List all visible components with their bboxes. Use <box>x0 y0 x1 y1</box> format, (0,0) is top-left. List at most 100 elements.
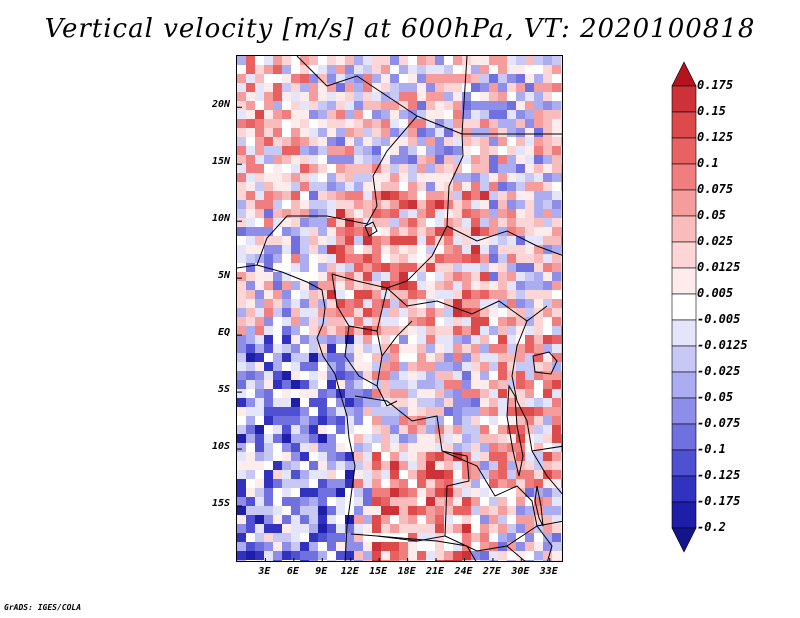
colorbar-cell <box>671 527 697 553</box>
velocity-cell <box>246 254 255 263</box>
velocity-cell <box>273 182 282 191</box>
velocity-cell <box>480 191 489 200</box>
velocity-cell <box>363 74 372 83</box>
velocity-cell <box>345 281 354 290</box>
velocity-cell <box>237 461 246 470</box>
velocity-cell <box>498 128 507 137</box>
velocity-cell <box>345 533 354 542</box>
velocity-cell <box>246 74 255 83</box>
velocity-cell <box>264 326 273 335</box>
velocity-cell <box>516 290 525 299</box>
velocity-cell <box>552 344 561 353</box>
velocity-cell <box>498 200 507 209</box>
velocity-cell <box>255 551 264 560</box>
velocity-cell <box>408 335 417 344</box>
velocity-cell <box>282 479 291 488</box>
velocity-cell <box>516 326 525 335</box>
velocity-cell <box>489 560 498 561</box>
velocity-cell <box>327 164 336 173</box>
velocity-cell <box>489 56 498 65</box>
velocity-cell <box>354 65 363 74</box>
velocity-cell <box>363 281 372 290</box>
velocity-cell <box>273 137 282 146</box>
velocity-cell <box>300 560 309 561</box>
velocity-cell <box>327 434 336 443</box>
velocity-cell <box>426 398 435 407</box>
velocity-cell <box>291 164 300 173</box>
vertical-velocity-field <box>237 56 562 561</box>
velocity-cell <box>237 398 246 407</box>
velocity-cell <box>255 236 264 245</box>
colorbar-cell <box>671 501 697 529</box>
velocity-cell <box>453 74 462 83</box>
colorbar-label: -0.075 <box>697 416 741 430</box>
velocity-cell <box>354 425 363 434</box>
velocity-cell <box>291 389 300 398</box>
velocity-cell <box>336 560 345 561</box>
velocity-cell <box>309 137 318 146</box>
velocity-cell <box>336 506 345 515</box>
velocity-cell <box>273 452 282 461</box>
velocity-cell <box>363 344 372 353</box>
velocity-cell <box>480 533 489 542</box>
velocity-cell <box>237 389 246 398</box>
velocity-cell <box>390 380 399 389</box>
velocity-cell <box>498 83 507 92</box>
velocity-cell <box>255 56 264 65</box>
velocity-cell <box>516 551 525 560</box>
lon-tick-label: 15E <box>369 566 388 577</box>
velocity-cell <box>552 200 561 209</box>
velocity-cell <box>453 461 462 470</box>
velocity-cell <box>498 497 507 506</box>
velocity-cell <box>282 263 291 272</box>
velocity-cell <box>507 128 516 137</box>
velocity-cell <box>543 362 552 371</box>
velocity-cell <box>480 326 489 335</box>
velocity-cell <box>237 56 246 65</box>
velocity-cell <box>507 200 516 209</box>
velocity-cell <box>309 236 318 245</box>
velocity-cell <box>390 119 399 128</box>
colorbar-cell <box>671 449 697 477</box>
velocity-cell <box>417 506 426 515</box>
velocity-cell <box>381 245 390 254</box>
velocity-cell <box>543 92 552 101</box>
velocity-cell <box>507 83 516 92</box>
velocity-cell <box>372 560 381 561</box>
velocity-cell <box>453 560 462 561</box>
velocity-cell <box>354 398 363 407</box>
velocity-cell <box>318 56 327 65</box>
velocity-cell <box>318 146 327 155</box>
velocity-cell <box>246 119 255 128</box>
velocity-cell <box>435 416 444 425</box>
velocity-cell <box>435 353 444 362</box>
velocity-cell <box>318 119 327 128</box>
velocity-cell <box>381 434 390 443</box>
colorbar-label: -0.0125 <box>697 338 748 352</box>
velocity-cell <box>462 263 471 272</box>
velocity-cell <box>309 65 318 74</box>
velocity-cell <box>426 236 435 245</box>
velocity-cell <box>327 281 336 290</box>
velocity-cell <box>273 371 282 380</box>
velocity-cell <box>507 263 516 272</box>
velocity-cell <box>318 362 327 371</box>
velocity-cell <box>264 335 273 344</box>
velocity-cell <box>525 191 534 200</box>
velocity-cell <box>507 227 516 236</box>
velocity-cell <box>399 281 408 290</box>
velocity-cell <box>471 506 480 515</box>
velocity-cell <box>543 407 552 416</box>
velocity-cell <box>507 524 516 533</box>
velocity-cell <box>534 110 543 119</box>
velocity-cell <box>282 155 291 164</box>
velocity-cell <box>444 245 453 254</box>
velocity-cell <box>534 56 543 65</box>
velocity-cell <box>246 434 255 443</box>
velocity-cell <box>408 488 417 497</box>
velocity-cell <box>300 65 309 74</box>
velocity-cell <box>543 317 552 326</box>
velocity-cell <box>300 281 309 290</box>
velocity-cell <box>237 74 246 83</box>
velocity-cell <box>273 317 282 326</box>
